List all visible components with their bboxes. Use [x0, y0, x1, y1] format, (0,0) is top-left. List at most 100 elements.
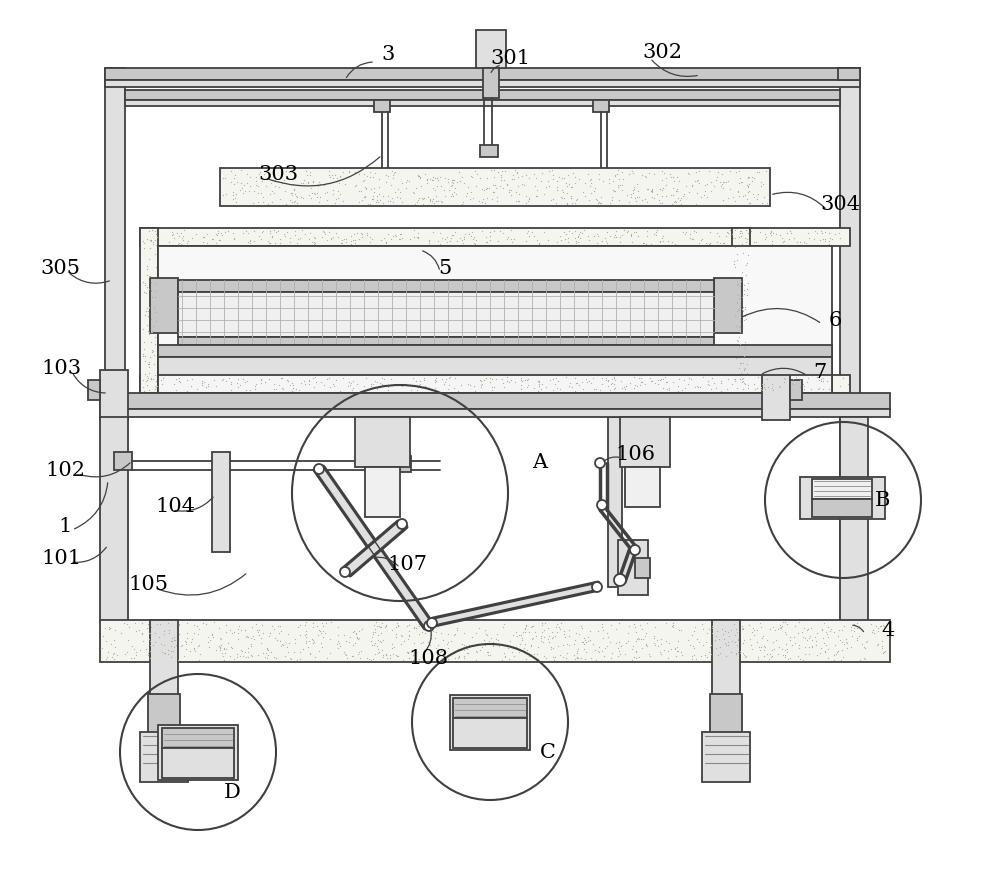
Point: [727, 240, 743, 255]
Point: [250, 195, 266, 209]
Point: [305, 175, 321, 189]
Point: [414, 625, 430, 639]
Point: [179, 626, 195, 640]
Point: [748, 235, 764, 249]
Point: [724, 634, 740, 648]
Point: [375, 650, 391, 664]
Point: [145, 638, 161, 652]
Point: [767, 622, 783, 637]
Point: [741, 177, 757, 191]
Point: [774, 619, 790, 633]
Point: [511, 628, 527, 642]
Point: [279, 372, 295, 387]
Point: [343, 237, 359, 251]
Point: [347, 636, 363, 650]
Point: [703, 184, 719, 198]
Point: [481, 634, 497, 648]
Point: [622, 376, 638, 390]
Point: [420, 381, 436, 396]
Point: [314, 616, 330, 630]
Point: [410, 230, 426, 245]
Text: 103: 103: [42, 358, 82, 378]
Point: [839, 641, 855, 655]
Point: [422, 171, 438, 186]
Point: [480, 647, 496, 662]
Point: [753, 179, 769, 193]
Point: [834, 635, 850, 649]
Point: [340, 380, 356, 394]
Point: [517, 624, 533, 638]
Point: [817, 234, 833, 248]
Point: [256, 167, 272, 181]
Point: [135, 234, 151, 248]
Point: [655, 234, 671, 248]
Text: 106: 106: [615, 446, 655, 464]
Point: [216, 653, 232, 667]
Point: [530, 383, 546, 397]
Point: [385, 196, 401, 210]
Point: [473, 374, 489, 388]
Point: [441, 378, 457, 392]
Point: [457, 227, 473, 241]
Point: [510, 179, 526, 193]
Point: [766, 642, 782, 656]
Point: [773, 621, 789, 635]
Point: [658, 615, 674, 630]
Point: [302, 164, 318, 179]
Point: [642, 649, 658, 663]
Point: [569, 376, 585, 390]
Point: [494, 372, 510, 387]
Bar: [125, 100, 840, 106]
Point: [370, 628, 386, 642]
Point: [255, 196, 271, 210]
Point: [261, 630, 277, 644]
Point: [148, 380, 164, 394]
Point: [733, 274, 749, 288]
Point: [731, 361, 747, 375]
Point: [324, 168, 340, 182]
Point: [406, 223, 422, 238]
Point: [134, 627, 150, 641]
Point: [608, 230, 624, 244]
Point: [474, 377, 490, 391]
Point: [591, 646, 607, 660]
Point: [604, 376, 620, 390]
Point: [263, 646, 279, 660]
Point: [665, 616, 681, 630]
Point: [494, 653, 510, 667]
Point: [654, 182, 670, 196]
Point: [392, 226, 408, 240]
Point: [440, 640, 456, 655]
Point: [147, 305, 163, 320]
Point: [727, 194, 743, 208]
Point: [565, 165, 581, 179]
Point: [459, 187, 475, 201]
Point: [652, 196, 668, 211]
Point: [464, 170, 480, 184]
Point: [734, 302, 750, 316]
Point: [259, 171, 275, 186]
Point: [749, 381, 765, 396]
Point: [669, 182, 685, 196]
Point: [472, 372, 488, 387]
Point: [410, 193, 426, 207]
Point: [376, 231, 392, 246]
Point: [450, 641, 466, 655]
Point: [535, 635, 551, 649]
Point: [624, 653, 640, 667]
Point: [437, 375, 453, 389]
Point: [232, 379, 248, 393]
Point: [701, 622, 717, 636]
Point: [141, 325, 157, 339]
Point: [857, 652, 873, 666]
Point: [586, 382, 602, 396]
Point: [254, 174, 270, 188]
Point: [325, 377, 341, 391]
Point: [284, 186, 300, 200]
Point: [578, 371, 594, 386]
Point: [432, 171, 448, 185]
Bar: [140, 732, 188, 782]
Point: [734, 619, 750, 633]
Point: [301, 372, 317, 387]
Point: [157, 647, 173, 661]
